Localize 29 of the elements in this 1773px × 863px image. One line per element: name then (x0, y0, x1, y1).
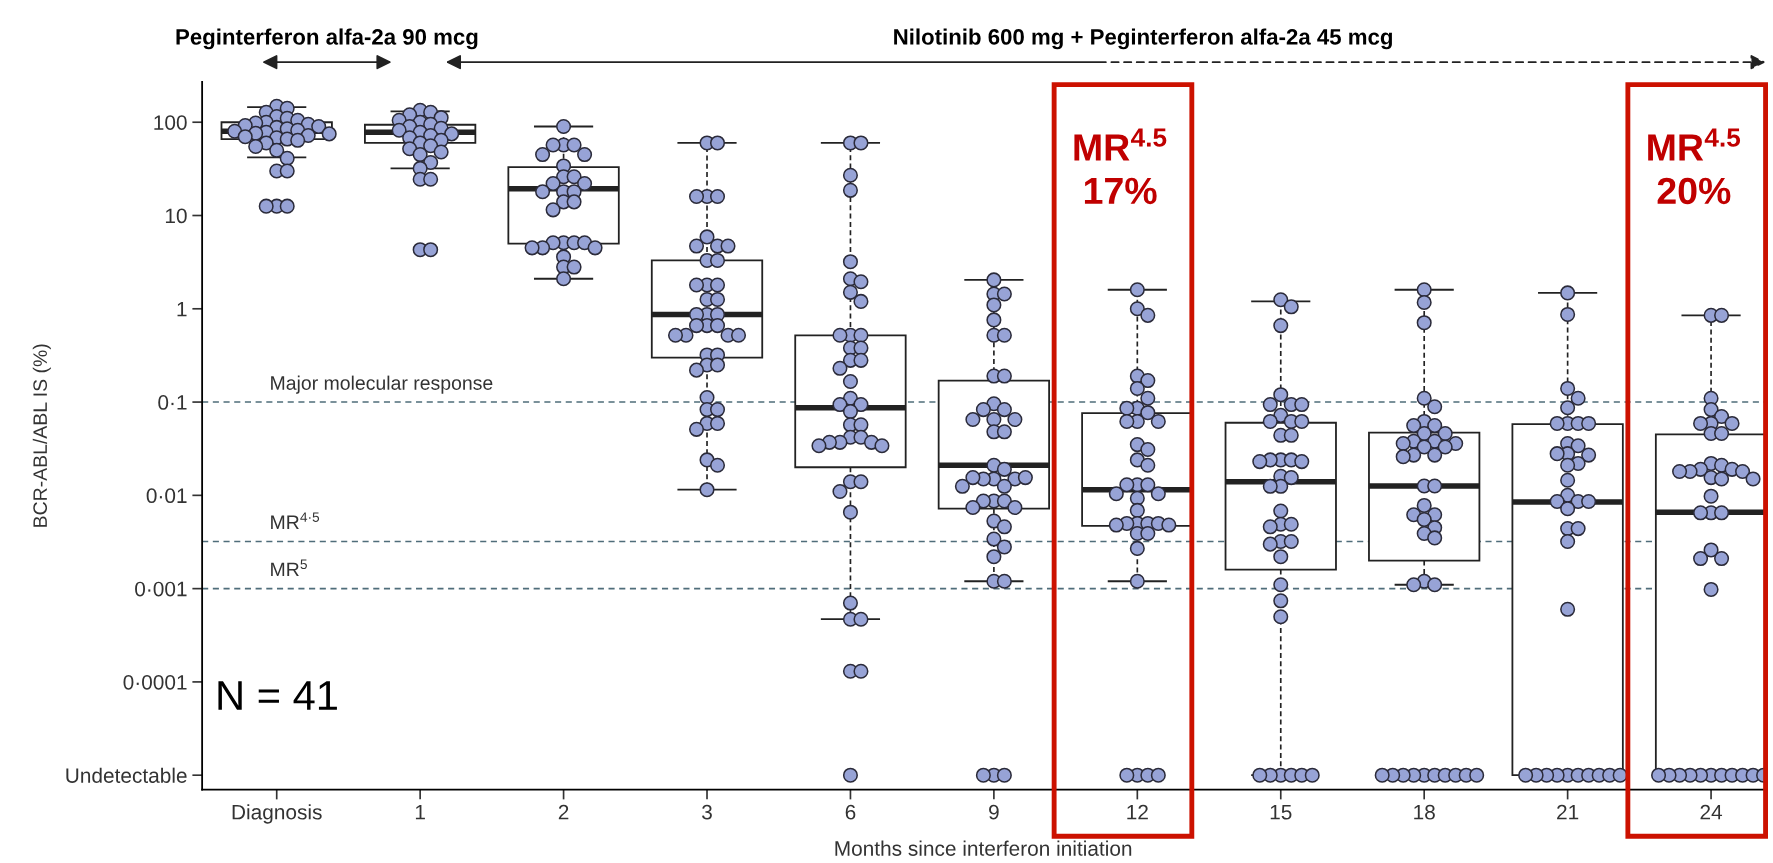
x-tick-label: 24 (1700, 804, 1723, 820)
ref-line-label: MR$^{5}$ (271, 559, 307, 577)
x-tick-label: 3 (702, 804, 712, 820)
y-tick-label: Undetectable (66, 767, 187, 783)
x-tick-label: 1 (415, 804, 425, 820)
x-tick-label: 18 (1414, 804, 1435, 820)
annotation: MR$^{4.5}$ 20% (1648, 128, 1741, 205)
annotation: N = 41 (218, 681, 337, 710)
y-tick-label: 0·01 (146, 488, 187, 504)
y-tick-label: 0·0001 (123, 674, 187, 690)
x-tick-label: Diagnosis (232, 804, 322, 824)
x-tick-label: 6 (845, 804, 856, 820)
text: Peginterferon alfa-2a 90 mcg (176, 28, 478, 50)
x-tick-label: 2 (558, 804, 569, 820)
x-tick-label: 15 (1270, 804, 1292, 820)
y-tick-label: 0·001 (135, 581, 187, 597)
y-axis-title: BCR-ABL/ABL IS (%) (32, 344, 51, 527)
ref-line-label: Major molecular response (271, 375, 493, 394)
text: Nilotinib 600 mg + Peginterferon alfa-2a 45 mcg (894, 28, 1392, 50)
y-tick-label: 0·1 (158, 395, 187, 410)
ref-line-label: MR$^{4·5}$ (271, 512, 320, 529)
x-tick-label: 12 (1127, 804, 1148, 820)
y-tick-label: 100 (154, 115, 187, 130)
y-tick-label: 10 (165, 208, 187, 224)
x-tick-label: 9 (989, 804, 999, 820)
x-tick-label: 21 (1557, 804, 1579, 820)
x-axis-title: Months since interferon initiation (835, 840, 1132, 856)
y-tick-label: 1 (177, 302, 187, 317)
annotation: MR$^{4.5}$ 17% (1074, 128, 1167, 205)
